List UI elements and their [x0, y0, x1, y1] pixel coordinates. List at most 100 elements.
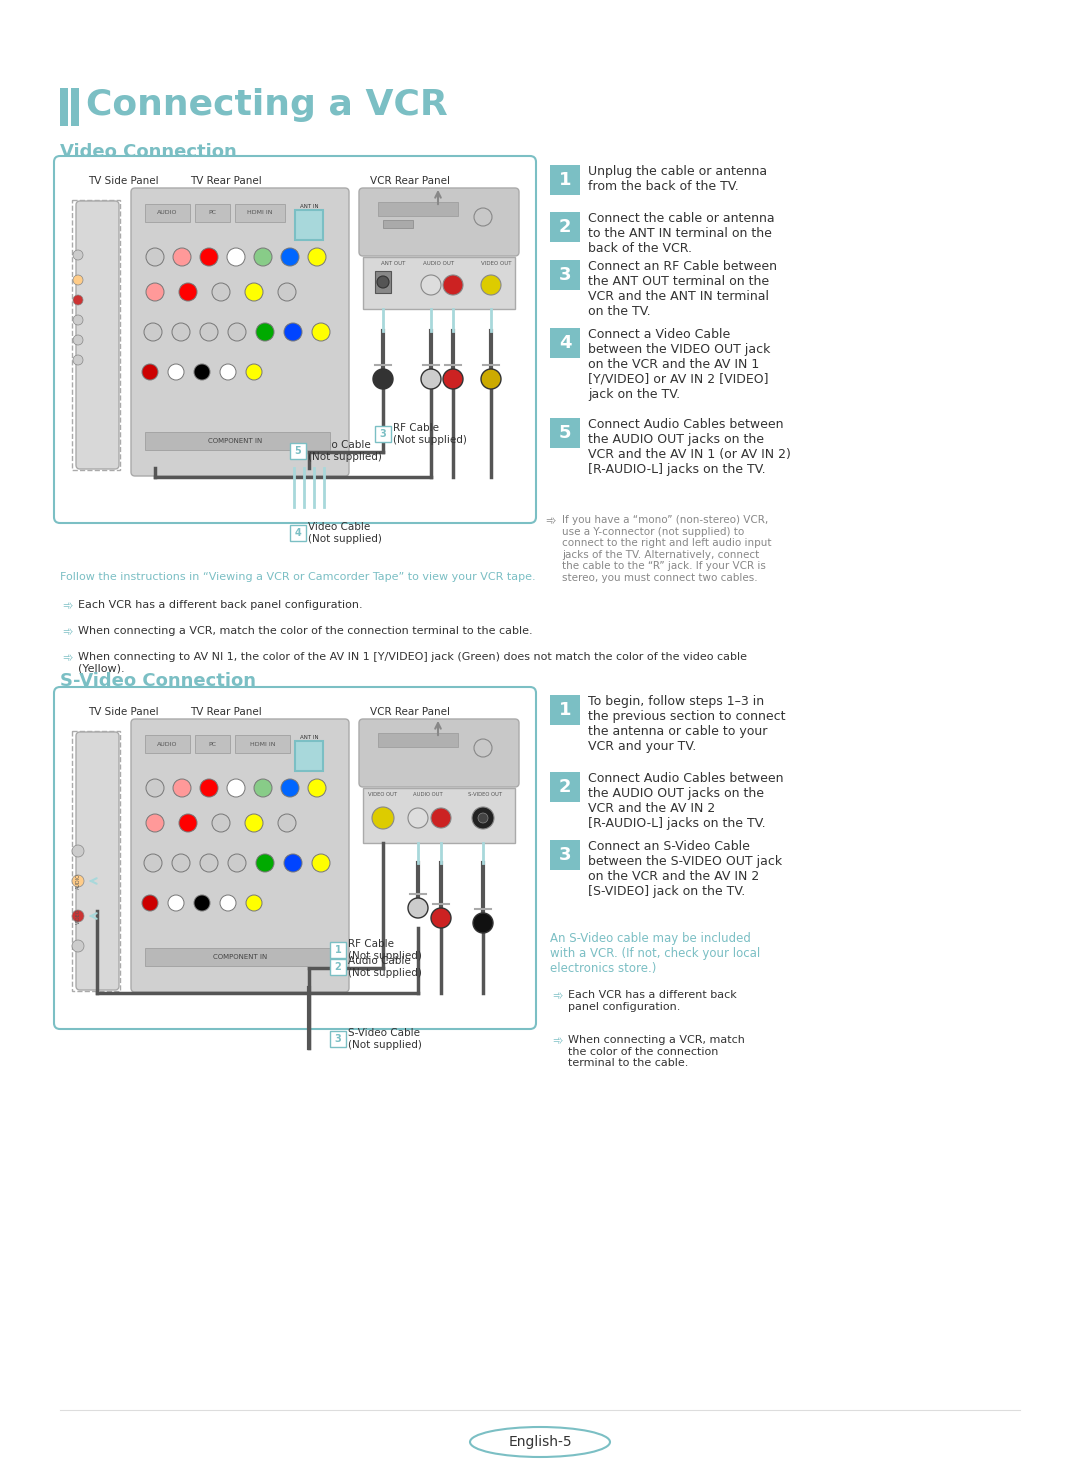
Circle shape — [431, 808, 451, 828]
Text: VCR Rear Panel: VCR Rear Panel — [370, 176, 450, 187]
Bar — [291, 525, 306, 541]
FancyBboxPatch shape — [359, 719, 519, 787]
Circle shape — [377, 276, 389, 288]
Text: Connect an S-Video Cable
between the S-VIDEO OUT jack
on the VCR and the AV IN 2: Connect an S-Video Cable between the S-V… — [588, 840, 782, 898]
Text: HDMI IN: HDMI IN — [249, 741, 275, 747]
Bar — [72, 200, 120, 470]
Bar — [295, 210, 323, 240]
Bar — [195, 205, 230, 222]
Circle shape — [227, 247, 245, 265]
Circle shape — [246, 365, 262, 379]
Bar — [291, 443, 306, 459]
Text: When connecting to AV NI 1, the color of the AV IN 1 [Y/VIDEO] jack (Green) does: When connecting to AV NI 1, the color of… — [78, 652, 747, 674]
Bar — [330, 943, 346, 957]
Text: AUDIO: AUDIO — [158, 741, 178, 747]
Circle shape — [372, 808, 394, 828]
Circle shape — [194, 365, 210, 379]
Text: Follow the instructions in “Viewing a VCR or Camcorder Tape” to view your VCR ta: Follow the instructions in “Viewing a VC… — [60, 572, 536, 582]
FancyBboxPatch shape — [76, 202, 119, 468]
Text: PC: PC — [208, 741, 216, 747]
Circle shape — [473, 913, 492, 934]
FancyBboxPatch shape — [76, 732, 119, 990]
Text: ➾: ➾ — [62, 600, 72, 614]
Circle shape — [212, 814, 230, 831]
Text: ANT IN: ANT IN — [299, 205, 319, 209]
Circle shape — [146, 780, 164, 797]
Bar — [60, 87, 68, 126]
Text: ➾: ➾ — [62, 625, 72, 639]
Text: RF Cable
(Not supplied): RF Cable (Not supplied) — [393, 424, 467, 445]
Circle shape — [284, 854, 302, 871]
Text: 3: 3 — [558, 846, 571, 864]
Text: ANT IN: ANT IN — [299, 735, 319, 740]
Circle shape — [172, 854, 190, 871]
Bar — [550, 418, 580, 448]
Text: Each VCR has a different back panel configuration.: Each VCR has a different back panel conf… — [78, 600, 363, 611]
Circle shape — [478, 814, 488, 823]
Circle shape — [200, 247, 218, 265]
Circle shape — [72, 874, 84, 888]
Circle shape — [443, 369, 463, 388]
Circle shape — [281, 247, 299, 265]
Text: 5: 5 — [558, 424, 571, 442]
Circle shape — [73, 276, 83, 285]
Text: VIDEO OUT: VIDEO OUT — [368, 791, 397, 797]
Circle shape — [373, 369, 393, 388]
Circle shape — [421, 276, 441, 295]
Circle shape — [146, 247, 164, 265]
Bar — [550, 772, 580, 802]
Text: ➾: ➾ — [545, 516, 555, 528]
Bar — [383, 219, 413, 228]
Circle shape — [254, 247, 272, 265]
Circle shape — [481, 369, 501, 388]
Text: ➾: ➾ — [62, 652, 72, 665]
Circle shape — [245, 283, 264, 301]
Text: AUDIO: AUDIO — [158, 210, 178, 215]
Circle shape — [73, 250, 83, 259]
Circle shape — [179, 814, 197, 831]
Text: 3: 3 — [380, 428, 387, 439]
Text: 2: 2 — [558, 778, 571, 796]
Circle shape — [281, 780, 299, 797]
Circle shape — [246, 895, 262, 911]
Text: COMPONENT IN: COMPONENT IN — [207, 439, 262, 445]
Text: Audio Cable
(Not supplied): Audio Cable (Not supplied) — [308, 440, 382, 462]
Circle shape — [200, 780, 218, 797]
Bar — [330, 1031, 346, 1046]
Circle shape — [278, 814, 296, 831]
Text: AUDIO OUT: AUDIO OUT — [413, 791, 443, 797]
Text: S-Video Cable
(Not supplied): S-Video Cable (Not supplied) — [348, 1029, 422, 1049]
Text: If you have a “mono” (non-stereo) VCR,
use a Y-connector (not supplied) to
conne: If you have a “mono” (non-stereo) VCR, u… — [562, 516, 771, 582]
Text: TV Rear Panel: TV Rear Panel — [190, 707, 261, 717]
Circle shape — [200, 323, 218, 341]
Circle shape — [312, 323, 330, 341]
Text: HDMI IN: HDMI IN — [247, 210, 273, 215]
Ellipse shape — [470, 1427, 610, 1457]
Text: S-VIDEO OUT: S-VIDEO OUT — [468, 791, 502, 797]
Text: Unplug the cable or antenna
from the back of the TV.: Unplug the cable or antenna from the bac… — [588, 165, 767, 193]
Bar — [363, 788, 515, 843]
Circle shape — [141, 895, 158, 911]
Text: 3: 3 — [335, 1034, 341, 1043]
Circle shape — [179, 283, 197, 301]
FancyBboxPatch shape — [54, 688, 536, 1029]
Circle shape — [172, 323, 190, 341]
Bar — [145, 431, 330, 451]
Text: Connecting a VCR: Connecting a VCR — [86, 87, 448, 122]
Circle shape — [421, 369, 441, 388]
Circle shape — [278, 283, 296, 301]
Circle shape — [227, 780, 245, 797]
Circle shape — [308, 780, 326, 797]
Text: TV Rear Panel: TV Rear Panel — [190, 176, 261, 187]
Bar — [375, 271, 391, 293]
FancyBboxPatch shape — [359, 188, 519, 256]
Text: Connect an RF Cable between
the ANT OUT terminal on the
VCR and the ANT IN termi: Connect an RF Cable between the ANT OUT … — [588, 259, 777, 319]
Circle shape — [72, 845, 84, 857]
Circle shape — [408, 808, 428, 828]
Circle shape — [256, 854, 274, 871]
Circle shape — [481, 276, 501, 295]
Circle shape — [220, 895, 237, 911]
Bar — [550, 212, 580, 242]
Text: 4: 4 — [558, 333, 571, 353]
Circle shape — [228, 323, 246, 341]
